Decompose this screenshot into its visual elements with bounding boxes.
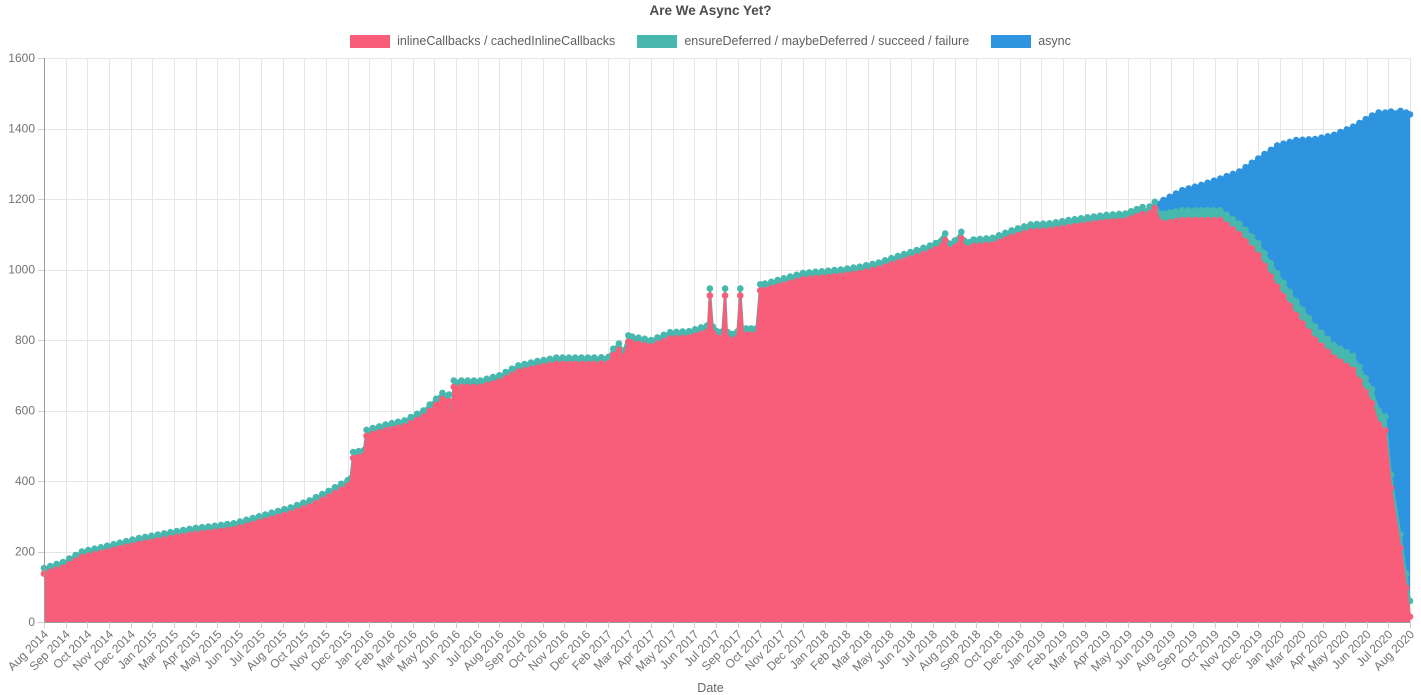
y-tick-label: 800 — [15, 333, 35, 347]
legend-swatch-async — [991, 34, 1032, 48]
legend-label-inlinecallbacks: inlineCallbacks / cachedInlineCallbacks — [397, 34, 616, 48]
series-ensuredeferred — [40, 198, 1414, 617]
y-tick-label: 1000 — [8, 263, 35, 277]
y-tick-label: 1200 — [8, 192, 35, 206]
tick-marks — [38, 58, 1411, 628]
y-tick-label: 1400 — [8, 122, 35, 136]
legend-item-ensuredeferred[interactable]: ensureDeferred / maybeDeferred / succeed… — [637, 34, 969, 48]
chart-legend: inlineCallbacks / cachedInlineCallbacks … — [0, 34, 1421, 48]
legend-swatch-inlinecallbacks — [350, 34, 391, 48]
legend-label-async: async — [1038, 34, 1071, 48]
legend-swatch-ensuredeferred — [637, 34, 678, 48]
y-tick-label: 200 — [15, 545, 35, 559]
chart-title: Are We Async Yet? — [649, 3, 772, 18]
series-async — [44, 107, 1414, 601]
legend-item-async[interactable]: async — [991, 34, 1071, 48]
y-tick-label: 1600 — [8, 51, 35, 65]
y-tick-label: 400 — [15, 474, 35, 488]
y-tick-label: 0 — [28, 615, 35, 629]
y-tick-label: 600 — [15, 404, 35, 418]
x-axis-title: Date — [697, 681, 724, 695]
axis-lines — [38, 58, 1410, 623]
legend-label-ensuredeferred: ensureDeferred / maybeDeferred / succeed… — [684, 34, 970, 48]
y-axis-labels: 0 200 400 600 800 1000 1200 1400 1600 — [8, 51, 35, 629]
legend-item-inlinecallbacks[interactable]: inlineCallbacks / cachedInlineCallbacks — [350, 34, 615, 48]
series-inlinecallbacks — [40, 204, 1414, 622]
